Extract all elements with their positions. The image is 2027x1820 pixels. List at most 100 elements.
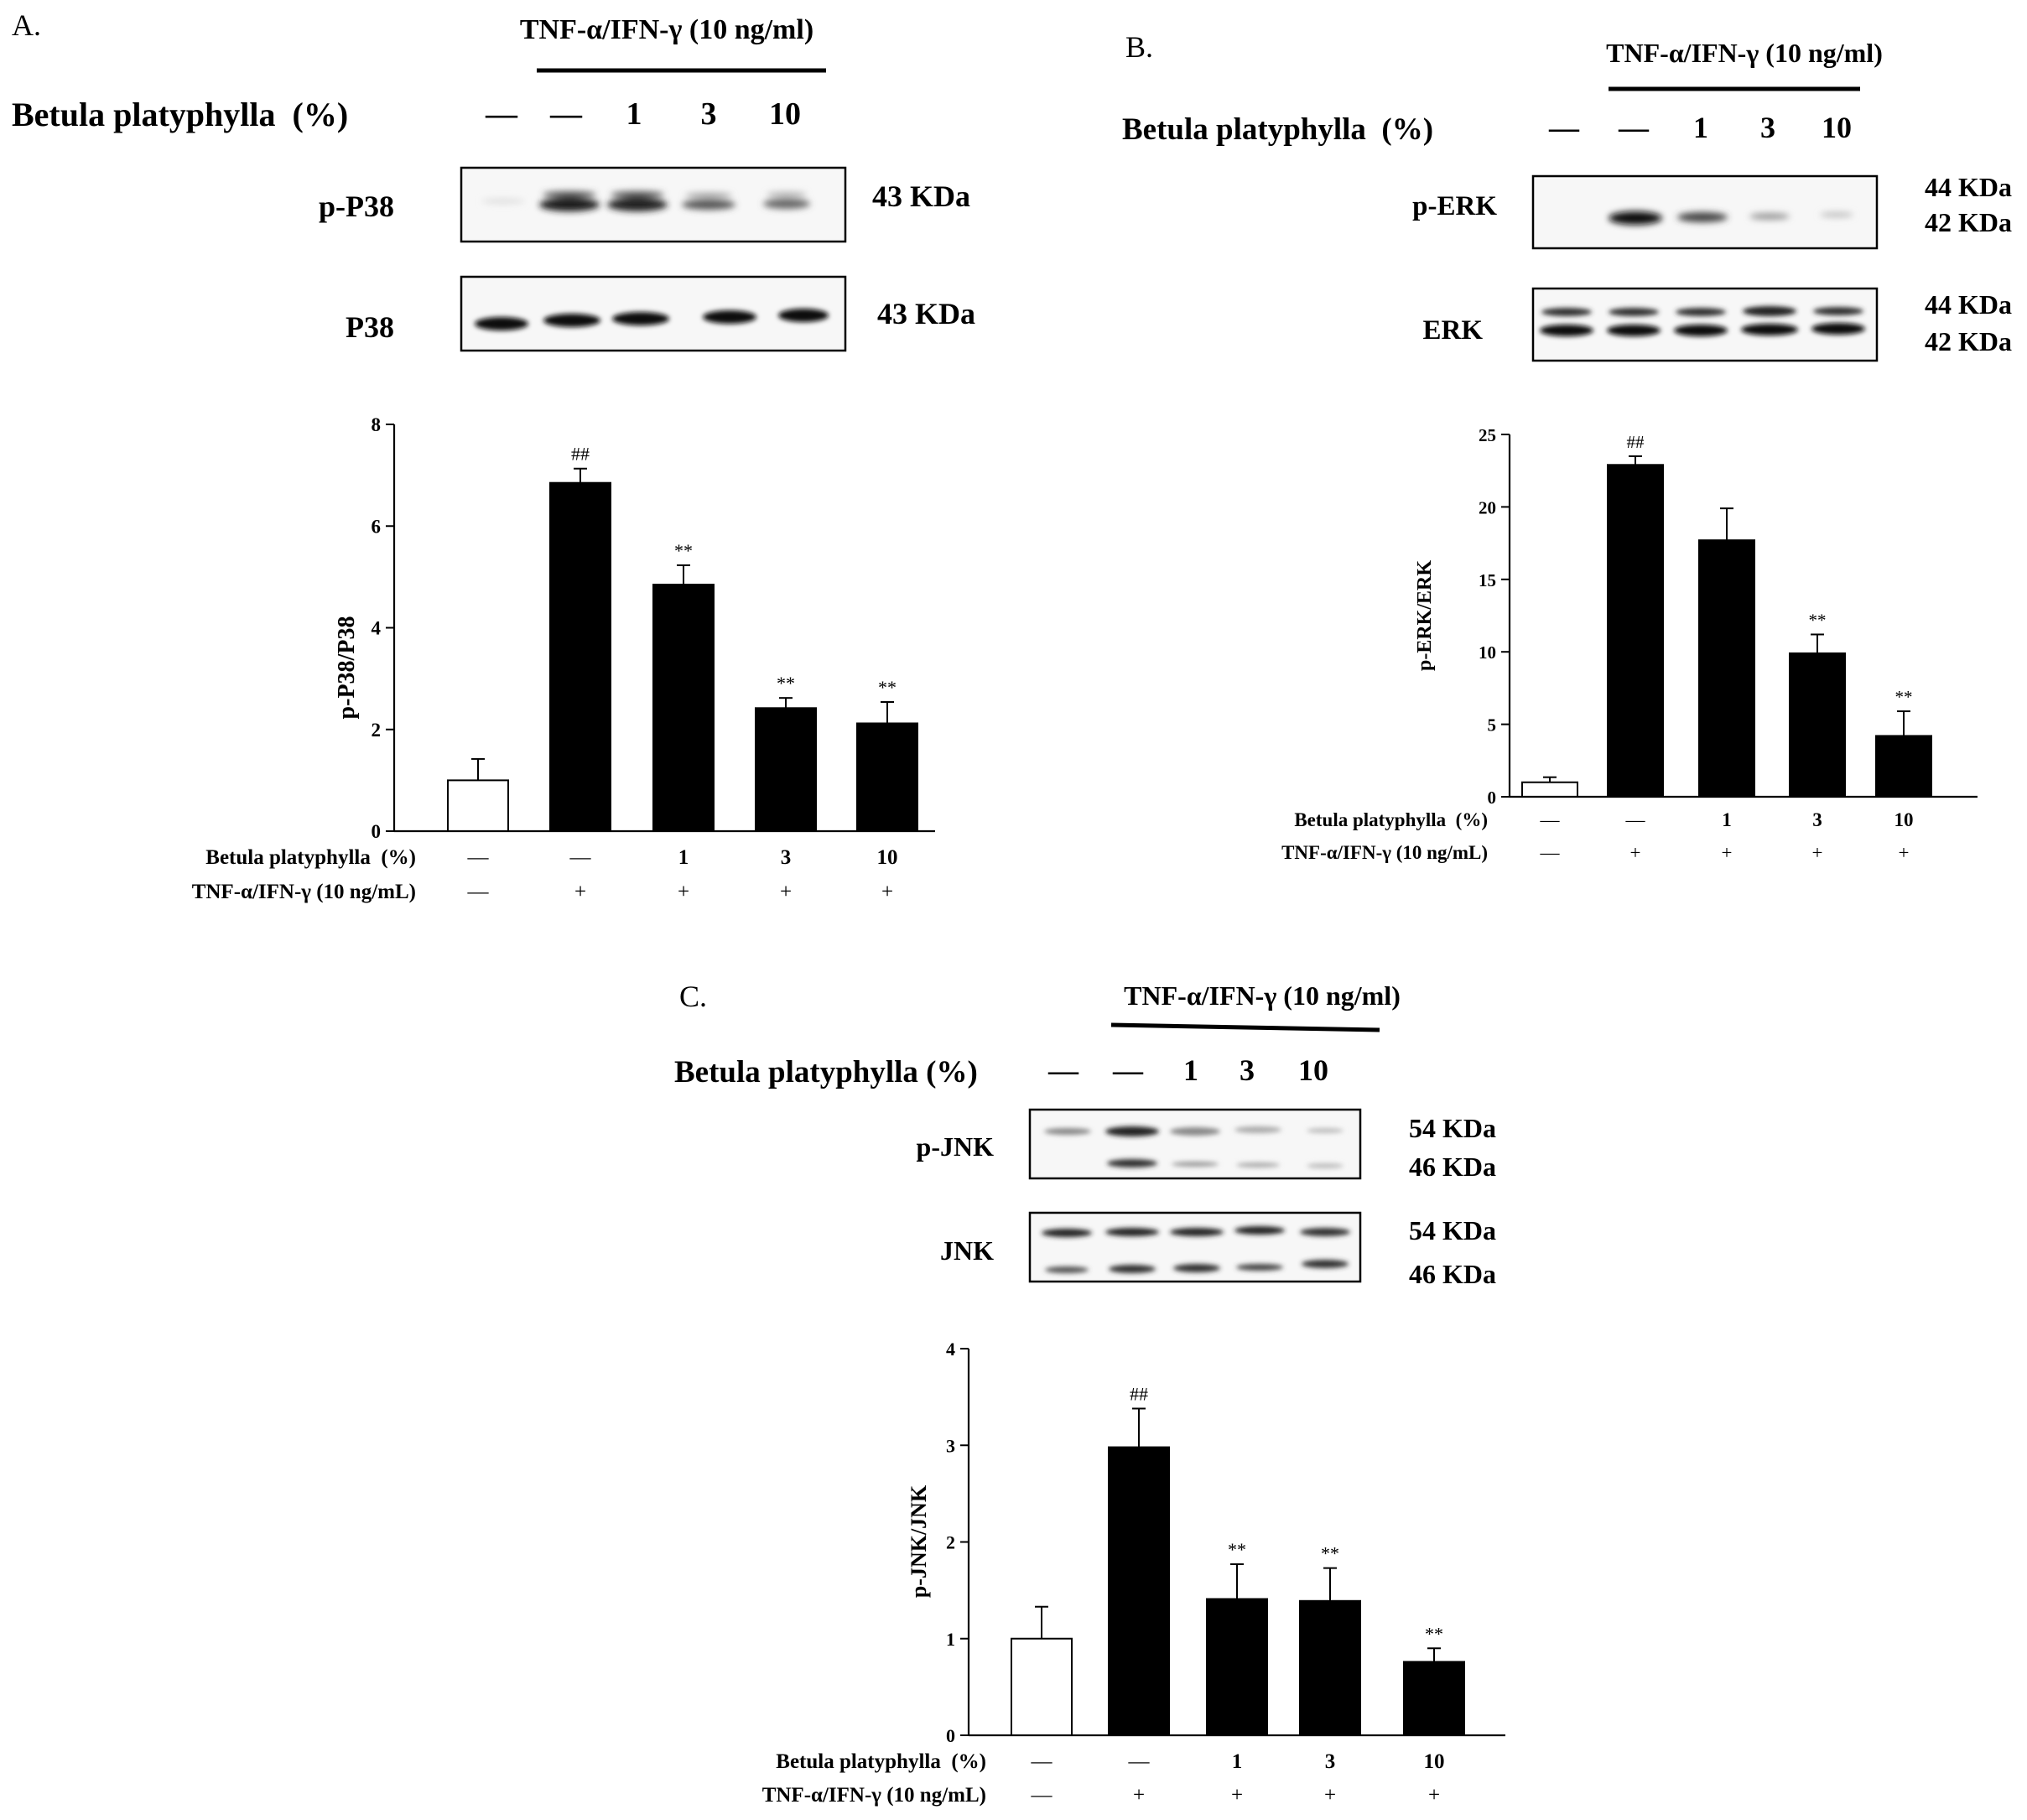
kda-label: 54 KDa [1409, 1113, 1496, 1143]
tnf-row-value: + [1231, 1784, 1243, 1807]
jnk-bands [1042, 1226, 1350, 1273]
tnf-row-value: + [1722, 842, 1733, 863]
chart-c-ticks: 0 1 2 3 4 [946, 1339, 969, 1746]
blot-label-p-jnk: p-JNK [917, 1131, 995, 1162]
panel-c-lane-label: — [1112, 1053, 1144, 1087]
panel-b: B. TNF-α/IFN-γ (10 ng/ml) Betula platyph… [1122, 30, 2012, 863]
significance-label: ## [571, 444, 590, 465]
panel-c-lane-label: 3 [1240, 1053, 1255, 1087]
y-tick-label: 25 [1479, 425, 1496, 445]
panel-b-letter: B. [1125, 30, 1153, 64]
y-tick-label: 4 [372, 618, 382, 639]
chart-b-ylabel: p-ERK/ERK [1414, 560, 1436, 671]
panel-a-letter: A. [12, 8, 41, 42]
betula-row-value: — [1128, 1750, 1151, 1773]
p-p38-bands [481, 191, 810, 211]
tnf-row-value: + [1812, 842, 1823, 863]
chart-c-bars: — — ## — + ** 1 + ** 3 + ** 10 + [1011, 1383, 1465, 1807]
p38-bands [475, 309, 829, 330]
chart-c-row-label-tnf: TNF-α/IFN-γ (10 ng/mL) [762, 1784, 986, 1807]
p-jnk-bands [1044, 1126, 1344, 1168]
panel-c-lane-label: — [1047, 1053, 1079, 1087]
kda-label: 42 KDa [1925, 207, 2012, 237]
y-tick-label: 5 [1488, 715, 1497, 736]
bar [549, 481, 611, 832]
bar [1607, 464, 1664, 798]
significance-label: ## [1130, 1383, 1148, 1404]
significance-label: ** [777, 673, 795, 694]
betula-row-value: — [1540, 809, 1561, 830]
chart-a-ticks: 0 2 4 6 8 [372, 414, 394, 842]
panel-c-betula-header: Betula platyphylla (%) [674, 1055, 978, 1089]
blot-p-erk [1531, 174, 1879, 250]
bar [1011, 1637, 1073, 1736]
chart-b-bars: — — ## — +1 + ** 3 + ** 10 + [1521, 432, 1932, 863]
chart-a-ylabel: p-P38/P38 [334, 616, 360, 720]
chart-c-row-label-betula: Betula platyphylla (%) [776, 1750, 986, 1773]
panel-b-treatment-header: TNF-α/IFN-γ (10 ng/ml) [1606, 38, 1883, 68]
bar [447, 779, 509, 832]
significance-label: ** [878, 677, 897, 698]
significance-label: ## [1627, 432, 1645, 452]
tnf-row-value: + [1324, 1784, 1336, 1807]
tnf-row-value: — [467, 881, 490, 903]
y-tick-label: 4 [946, 1339, 955, 1360]
kda-label: 43 KDa [872, 179, 970, 213]
y-tick-label: 0 [1488, 788, 1497, 808]
blot-label-p38: P38 [346, 310, 394, 344]
chart-b: p-ERK/ERK 0 5 10 15 20 25 — — ## — +1 + ** 3 + ** 10 + B… [1281, 425, 1978, 863]
panel-a: A. TNF-α/IFN-γ (10 ng/ml) Betula platyph… [12, 8, 975, 903]
panel-c-lane-label: 10 [1298, 1053, 1328, 1087]
y-tick-label: 10 [1479, 642, 1496, 663]
panel-c-treatment-bar [1110, 1022, 1380, 1032]
significance-label: ** [1425, 1623, 1443, 1644]
bar [1403, 1661, 1465, 1737]
blot-label-erk: ERK [1422, 315, 1483, 346]
chart-a-row-label-betula: Betula platyphylla (%) [205, 846, 416, 869]
tnf-row-value: + [881, 881, 893, 903]
panel-a-treatment-header: TNF-α/IFN-γ (10 ng/ml) [520, 14, 813, 45]
panel-b-lane-label: 3 [1760, 111, 1775, 144]
chart-b-ticks: 0 5 10 15 20 25 [1479, 425, 1510, 808]
chart-c-ylabel: p-JNK/JNK [907, 1485, 931, 1598]
kda-label: 54 KDa [1409, 1215, 1496, 1245]
kda-label: 42 KDa [1925, 326, 2012, 356]
panel-a-lane-label: — [485, 96, 518, 132]
kda-label: 44 KDa [1925, 289, 2012, 320]
significance-label: ** [1809, 610, 1827, 630]
panel-b-lane-label: — [1548, 111, 1580, 144]
betula-row-value: 10 [1424, 1750, 1445, 1773]
panel-a-betula-header: Betula platyphylla (%) [12, 96, 348, 133]
bar [1206, 1598, 1268, 1737]
betula-row-value: 3 [1812, 809, 1822, 830]
panel-b-lane-label: 1 [1693, 111, 1708, 144]
panel-a-lane-label: 10 [769, 96, 801, 132]
blot-label-p-p38: p-P38 [319, 190, 394, 223]
panel-c-letter: C. [679, 980, 707, 1013]
chart-c: p-JNK/JNK 0 1 2 3 4 — — ## — + ** 1 + ** 3 + ** 10 + Betu… [762, 1339, 1505, 1807]
kda-label: 46 KDa [1409, 1259, 1496, 1289]
betula-row-value: — [467, 846, 490, 869]
betula-row-value: 1 [1722, 809, 1732, 830]
chart-a-bars: — — ## — + ** 1 + ** 3 + ** 10 + [447, 444, 918, 903]
y-tick-label: 6 [372, 516, 382, 537]
y-tick-label: 3 [946, 1435, 955, 1456]
y-tick-label: 2 [372, 720, 382, 741]
betula-row-value: 3 [1325, 1750, 1336, 1773]
y-tick-label: 20 [1479, 497, 1496, 517]
significance-label: ** [1895, 687, 1913, 707]
significance-label: ** [1321, 1543, 1339, 1564]
p-erk-bands [1609, 211, 1853, 225]
tnf-row-value: + [780, 881, 792, 903]
bar [652, 583, 715, 832]
bar [1521, 781, 1578, 798]
bar [1789, 652, 1846, 798]
betula-row-value: 10 [877, 846, 898, 869]
blot-label-jnk: JNK [940, 1235, 994, 1266]
kda-label: 46 KDa [1409, 1152, 1496, 1182]
betula-row-value: — [1031, 1750, 1053, 1773]
y-tick-label: 15 [1479, 570, 1496, 590]
betula-row-value: 1 [678, 846, 689, 869]
betula-row-value: 3 [781, 846, 792, 869]
